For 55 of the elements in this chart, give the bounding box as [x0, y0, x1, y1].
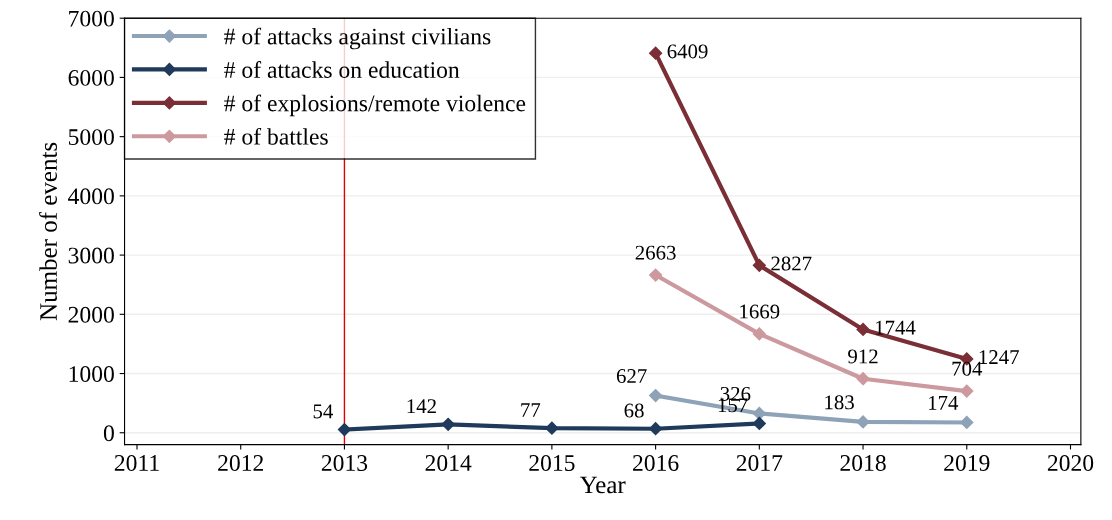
legend-label: # of attacks on education	[224, 61, 460, 78]
y-tick-label: 6000	[68, 69, 114, 86]
data-label: 77	[521, 403, 541, 417]
y-tick-label: 7000	[69, 10, 114, 27]
data-label: 68	[624, 403, 644, 418]
y-tick-label: 4000	[68, 188, 114, 205]
data-label: 174	[929, 395, 959, 410]
point	[752, 327, 766, 341]
y-tick-label: 0	[103, 425, 114, 442]
data-label: 6409	[667, 44, 708, 59]
y-tick-label: 5000	[68, 129, 114, 146]
x-tick-label: 2013	[321, 455, 368, 471]
point	[960, 415, 974, 430]
x-tick-label: 2015	[529, 455, 575, 471]
x-tick-label: 2017	[736, 455, 783, 471]
x-tick-label: 2012	[218, 455, 264, 471]
point	[960, 384, 974, 398]
x-tick-label: 2020	[1047, 455, 1094, 471]
point	[649, 422, 663, 436]
y-tick-label: 2000	[68, 306, 114, 323]
data-label: 912	[848, 349, 878, 364]
point	[752, 406, 766, 421]
point	[856, 415, 870, 429]
legend-label: # of explosions/remote violence	[224, 94, 526, 117]
point	[337, 422, 352, 437]
point	[545, 421, 559, 435]
data-label: 54	[313, 404, 333, 419]
point	[752, 416, 766, 431]
data-label: 627	[616, 369, 647, 384]
x-tick-label: 2011	[114, 455, 159, 471]
x-tick-label: 2016	[633, 455, 679, 471]
point	[856, 372, 870, 386]
y-axis-title: Number of events	[39, 142, 57, 321]
data-label: 2827	[771, 256, 812, 271]
point	[649, 389, 663, 403]
data-label: 1669	[740, 304, 780, 319]
y-tick-label: 3000	[68, 247, 114, 264]
y-tick-label: 1000	[69, 366, 114, 382]
legend-label: # of battles	[224, 127, 328, 145]
data-label: 704	[952, 361, 983, 376]
x-tick-label: 2018	[840, 455, 886, 471]
legend-label: # of attacks against civilians	[224, 27, 491, 50]
data-label: 183	[825, 395, 854, 410]
data-label: 1744	[875, 320, 916, 335]
data-label: 2663	[635, 245, 676, 260]
x-axis-title: Year	[579, 476, 626, 494]
data-label: 142	[407, 399, 436, 413]
point	[649, 46, 663, 60]
point	[649, 268, 663, 282]
point	[856, 322, 870, 337]
point	[752, 258, 766, 272]
x-tick-label: 2014	[425, 455, 472, 471]
point	[441, 417, 455, 431]
x-tick-label: 2019	[944, 455, 990, 471]
data-label: 1247	[979, 350, 1019, 364]
